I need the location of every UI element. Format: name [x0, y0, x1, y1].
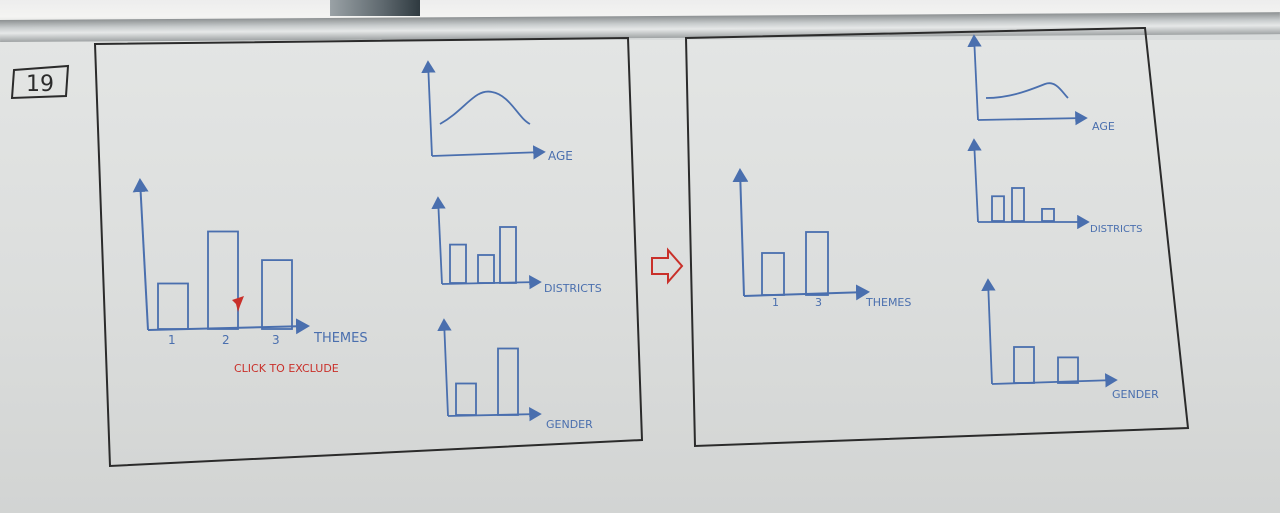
tick-label-3: 3	[272, 333, 280, 347]
right-districts-bar-3	[1041, 207, 1055, 222]
right-districts-bar-1	[991, 195, 1005, 222]
right-districts-label: DISTRICTS	[1090, 224, 1142, 235]
left-districts-bar-2	[477, 254, 495, 284]
left-panel-frame	[93, 36, 644, 468]
left-main-chart	[132, 178, 310, 335]
gender-y-axis	[437, 318, 452, 417]
slide-number-box: 19	[10, 64, 70, 100]
left-themes-label: THEMES	[313, 331, 368, 346]
gender-y-axis	[981, 278, 996, 385]
left-main-bar-1	[157, 282, 189, 330]
left-districts-bar-3	[499, 226, 517, 284]
cursor-icon	[232, 296, 244, 312]
age-curve	[985, 82, 1069, 99]
age-y-axis	[967, 34, 982, 121]
age-x-axis	[977, 111, 1088, 126]
right-gender-bars	[1013, 346, 1079, 384]
y-axis	[732, 168, 749, 297]
transition-arrow	[651, 247, 684, 285]
y-axis	[132, 178, 149, 331]
right-gender-bar-1	[1013, 346, 1035, 384]
gender-x-axis	[991, 373, 1118, 388]
right-districts-chart	[967, 138, 1090, 230]
left-districts-bars	[449, 226, 517, 284]
left-districts-label: DISTRICTS	[544, 282, 602, 295]
right-age-label: AGE	[1092, 120, 1115, 133]
right-main-bar-2	[805, 231, 829, 296]
right-themes-label: THEMES	[865, 296, 911, 309]
tick-label-1: 1	[168, 333, 176, 347]
left-age-chart	[421, 60, 546, 160]
left-gender-bars	[455, 347, 519, 416]
age-x-axis	[431, 145, 546, 160]
age-curve	[439, 90, 531, 125]
right-main-chart	[732, 168, 870, 301]
left-districts-chart	[431, 196, 542, 290]
right-gender-label: GENDER	[1112, 388, 1159, 401]
right-districts-bar-2	[1011, 187, 1025, 222]
left-gender-bar-1	[455, 382, 477, 416]
left-main-bar-3	[261, 259, 293, 330]
right-gender-bar-2	[1057, 356, 1079, 384]
click-to-exclude-note: CLICK TO EXCLUDE	[234, 362, 339, 375]
age-y-axis	[421, 60, 436, 157]
left-gender-bar-2	[497, 347, 519, 416]
right-age-chart	[967, 34, 1088, 126]
left-districts-bar-1	[449, 243, 467, 284]
left-main-bar-2	[207, 230, 239, 330]
districts-y-axis	[431, 196, 446, 285]
tick-label-2: 2	[222, 333, 230, 347]
slide-number: 19	[26, 72, 54, 97]
right-panel-frame	[684, 26, 1190, 448]
left-gender-chart	[437, 318, 542, 422]
tick-label-1: 1	[772, 296, 779, 309]
right-districts-bars	[991, 187, 1055, 222]
tick-label-3: 3	[815, 296, 822, 309]
left-age-label: AGE	[548, 149, 573, 163]
districts-y-axis	[967, 138, 982, 223]
right-main-bar-1	[761, 252, 785, 296]
right-main-bars	[761, 231, 829, 296]
left-gender-label: GENDER	[546, 418, 593, 431]
right-gender-chart	[981, 278, 1118, 388]
window-frame	[330, 0, 420, 16]
left-main-bars	[157, 230, 293, 330]
